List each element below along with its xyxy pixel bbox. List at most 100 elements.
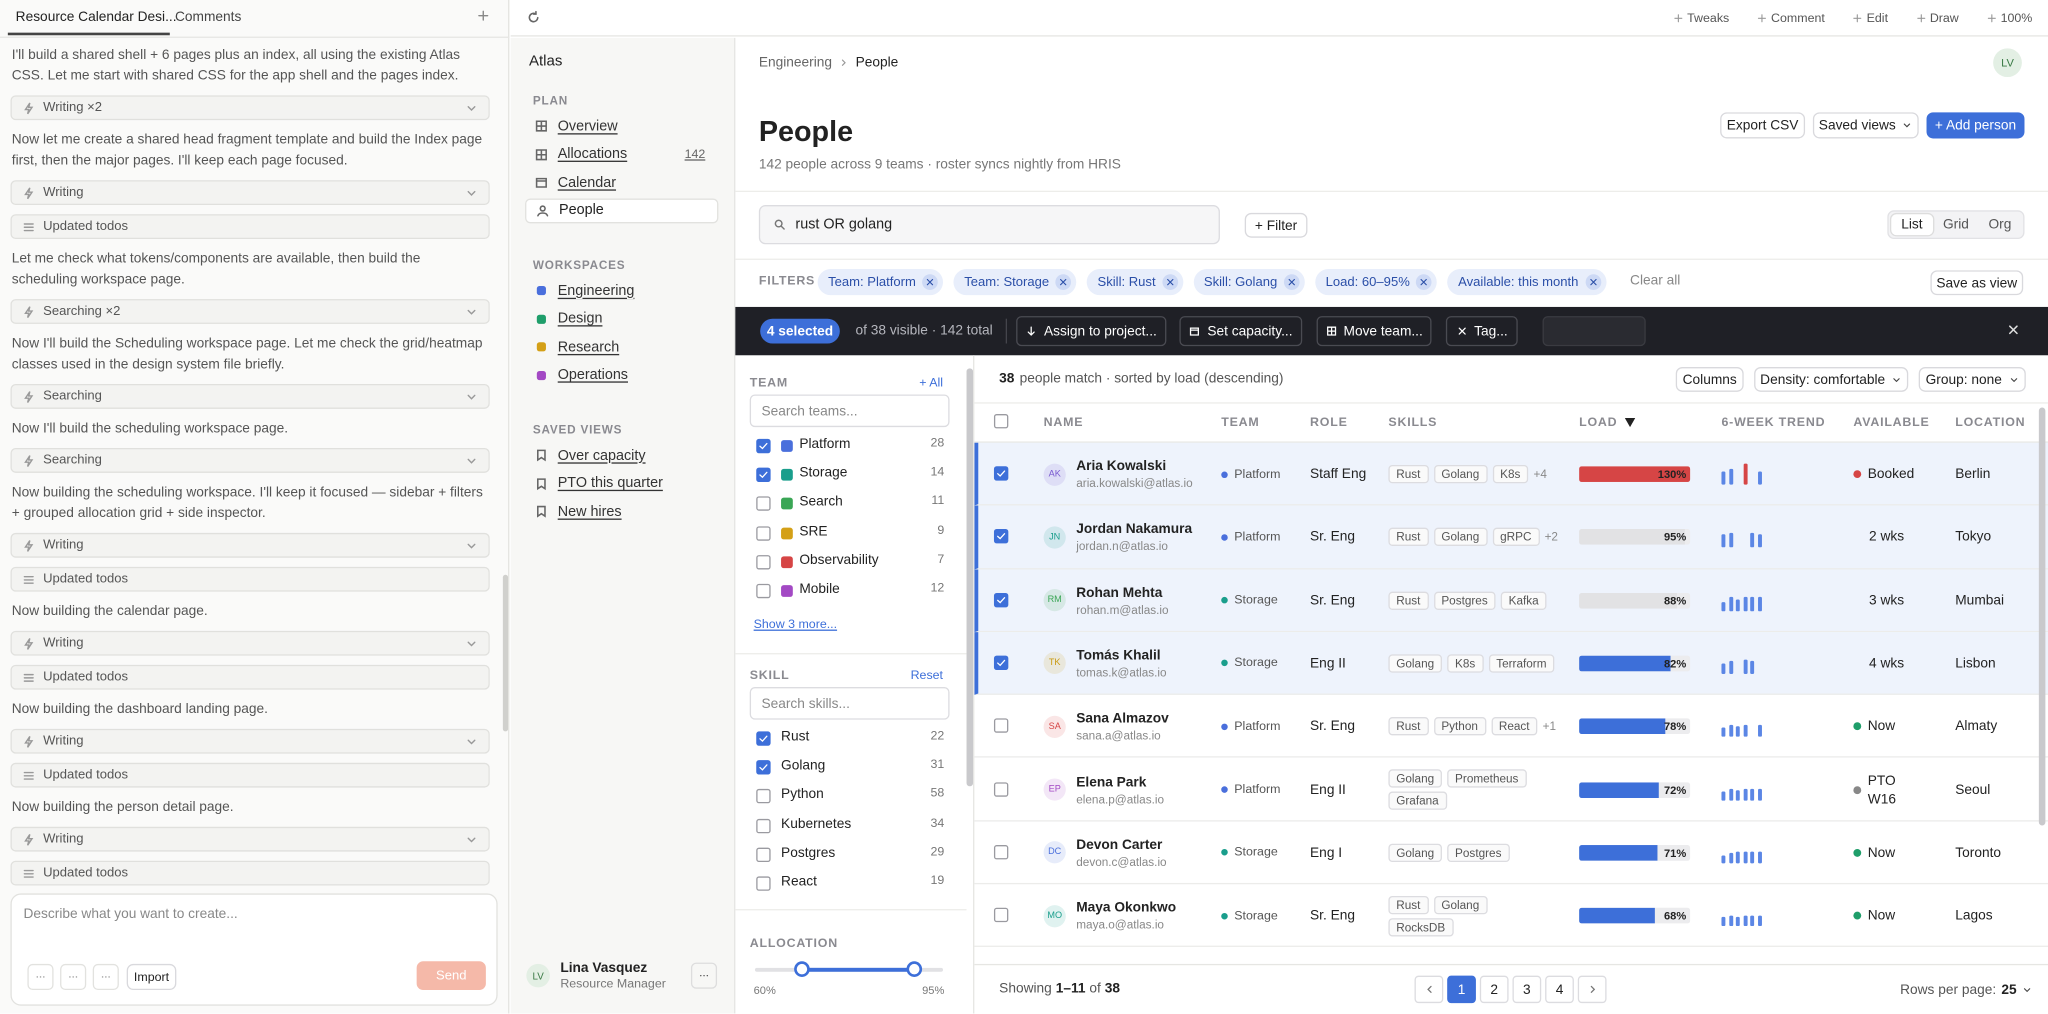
tool-call[interactable]: Writing <box>10 826 490 852</box>
import-button[interactable]: Import <box>126 963 177 991</box>
nav-item[interactable]: PTO this quarter <box>525 471 718 496</box>
checkbox[interactable] <box>993 907 1009 923</box>
table-tool[interactable]: Density: comfortable <box>1754 367 1909 392</box>
todo-update[interactable]: Updated todos <box>10 664 490 690</box>
column-header[interactable]: NAME <box>1044 414 1188 430</box>
filter-chip[interactable]: Team: Storage <box>953 269 1077 296</box>
composer-input[interactable]: Describe what you want to create... <box>23 906 238 923</box>
bulk-action[interactable]: Tag... <box>1445 316 1518 347</box>
new-tab[interactable] <box>477 9 493 25</box>
nav-item[interactable]: New hires <box>525 499 718 524</box>
tab[interactable]: Comments <box>175 9 242 25</box>
table-tool[interactable]: Columns <box>1675 367 1744 392</box>
checkbox[interactable] <box>756 496 771 512</box>
breadcrumb-link[interactable]: Engineering <box>758 54 833 71</box>
table-row[interactable]: RM Rohan Mehta rohan.m@atlas.io Storage Sr. … <box>974 568 2048 633</box>
chip-remove[interactable] <box>922 274 939 290</box>
search-box[interactable]: rust OR golang <box>758 205 1220 245</box>
table-row[interactable]: TK Tomás Khalil tomas.k@atlas.io Storage Eng… <box>974 632 2048 696</box>
filter-chip[interactable]: Load: 60–95% <box>1315 269 1438 296</box>
filter-button[interactable]: + Filter <box>1244 212 1308 238</box>
toolbar-button[interactable]: Draw <box>1915 11 1959 25</box>
composer-tool[interactable] <box>27 963 54 991</box>
view-option[interactable]: List <box>1891 214 1933 236</box>
nav-item[interactable]: People <box>525 198 719 224</box>
view-option[interactable]: Grid <box>1942 216 1969 233</box>
checkbox[interactable] <box>756 731 771 746</box>
todo-update[interactable]: Updated todos <box>10 860 490 886</box>
column-header[interactable]: LOAD <box>1579 414 1723 430</box>
filter-chip[interactable]: Skill: Rust <box>1087 269 1184 296</box>
person-name[interactable]: Sana Almazov <box>1076 710 1169 727</box>
table-row[interactable]: MO Maya Okonkwo maya.o@atlas.io Storage Sr. … <box>974 884 2048 948</box>
tool-call[interactable]: Writing <box>10 532 490 558</box>
person-name[interactable]: Tomás Khalil <box>1076 647 1161 664</box>
avatar[interactable]: LV <box>1993 48 2022 78</box>
chip-remove[interactable] <box>1283 274 1300 290</box>
column-header[interactable]: TEAM <box>1221 414 1365 430</box>
tool-call[interactable]: Writing <box>10 630 490 656</box>
column-header[interactable]: 6-WEEK TREND <box>1721 414 1865 430</box>
table-row[interactable]: DC Devon Carter devon.c@atlas.io Storage Eng… <box>974 821 2048 885</box>
show-more[interactable]: Show 3 more... <box>753 617 838 633</box>
checkbox[interactable] <box>993 655 1009 670</box>
checkbox[interactable] <box>993 466 1009 481</box>
toolbar-button[interactable]: Edit <box>1852 11 1888 25</box>
column-header[interactable]: AVAILABLE <box>1853 414 1997 430</box>
prev-page[interactable] <box>1414 975 1444 1004</box>
nav-item[interactable]: Operations <box>525 363 718 388</box>
checkbox[interactable] <box>993 718 1009 733</box>
clear-filters[interactable]: Clear all <box>1630 272 1681 289</box>
bulk-action[interactable]: Assign to project... <box>1016 316 1167 347</box>
person-name[interactable]: Maya Okonkwo <box>1076 900 1177 916</box>
checkbox[interactable] <box>756 818 771 833</box>
page-button[interactable]: 3 <box>1512 975 1542 1004</box>
page-button[interactable]: 2 <box>1479 975 1509 1004</box>
header-button[interactable]: Export CSV <box>1720 112 1806 139</box>
checkbox[interactable] <box>993 844 1009 860</box>
tab[interactable]: Resource Calendar Desi... <box>15 9 177 25</box>
person-name[interactable]: Rohan Mehta <box>1076 584 1163 601</box>
composer-tool[interactable] <box>92 963 119 991</box>
checkbox[interactable] <box>993 529 1009 544</box>
page-button[interactable]: 4 <box>1545 975 1574 1004</box>
todo-update[interactable]: Updated todos <box>10 566 490 592</box>
checkbox[interactable] <box>756 847 771 862</box>
page-button[interactable]: 1 <box>1447 975 1476 1004</box>
person-name[interactable]: Devon Carter <box>1076 836 1163 853</box>
toolbar-button[interactable]: Comment <box>1757 11 1825 25</box>
toolbar-button[interactable]: Tweaks <box>1673 11 1729 25</box>
table-row[interactable]: AK Aria Kowalski aria.kowalski@atlas.io Pla… <box>974 442 2048 506</box>
tool-call[interactable]: Searching ×2 <box>10 299 490 324</box>
close-selection[interactable] <box>2006 323 2023 340</box>
tool-call[interactable]: Writing ×2 <box>10 95 490 121</box>
filter-chip[interactable]: Skill: Golang <box>1193 269 1305 296</box>
next-page[interactable] <box>1577 975 1607 1004</box>
checkbox[interactable] <box>756 583 771 599</box>
checkbox[interactable] <box>993 781 1009 797</box>
user-menu[interactable] <box>690 962 718 989</box>
filter-chip[interactable]: Team: Platform <box>817 269 944 296</box>
nav-item[interactable]: Engineering <box>525 278 718 303</box>
view-option[interactable]: Org <box>1988 216 2012 233</box>
person-name[interactable]: Elena Park <box>1076 773 1147 790</box>
facet-search[interactable]: Search skills... <box>749 687 950 720</box>
table-row[interactable]: EP Elena Park elena.p@atlas.io Platform Eng … <box>974 758 2048 822</box>
checkbox[interactable] <box>756 876 771 891</box>
nav-item[interactable]: Research <box>525 335 718 360</box>
chip-remove[interactable] <box>1055 274 1072 290</box>
nav-item[interactable]: Allocations 142 <box>525 142 718 167</box>
column-header[interactable]: ROLE <box>1310 414 1454 430</box>
nav-item[interactable]: Calendar <box>525 170 718 195</box>
rows-value[interactable]: 25 <box>2001 982 2017 998</box>
table-tool[interactable]: Group: none <box>1918 367 2026 392</box>
table-row[interactable]: JN Jordan Nakamura jordan.n@atlas.io Platfo… <box>974 505 2048 569</box>
filter-chip[interactable]: Available: this month <box>1447 269 1606 296</box>
column-header[interactable]: SKILLS <box>1388 414 1532 430</box>
nav-item[interactable]: Over capacity <box>525 443 718 468</box>
header-button[interactable]: Saved views <box>1812 112 1919 139</box>
send-button[interactable]: Send <box>416 961 486 991</box>
facet-action[interactable]: Reset <box>910 668 944 684</box>
person-name[interactable]: Jordan Nakamura <box>1076 521 1193 538</box>
bulk-action[interactable]: Move team... <box>1316 316 1432 347</box>
